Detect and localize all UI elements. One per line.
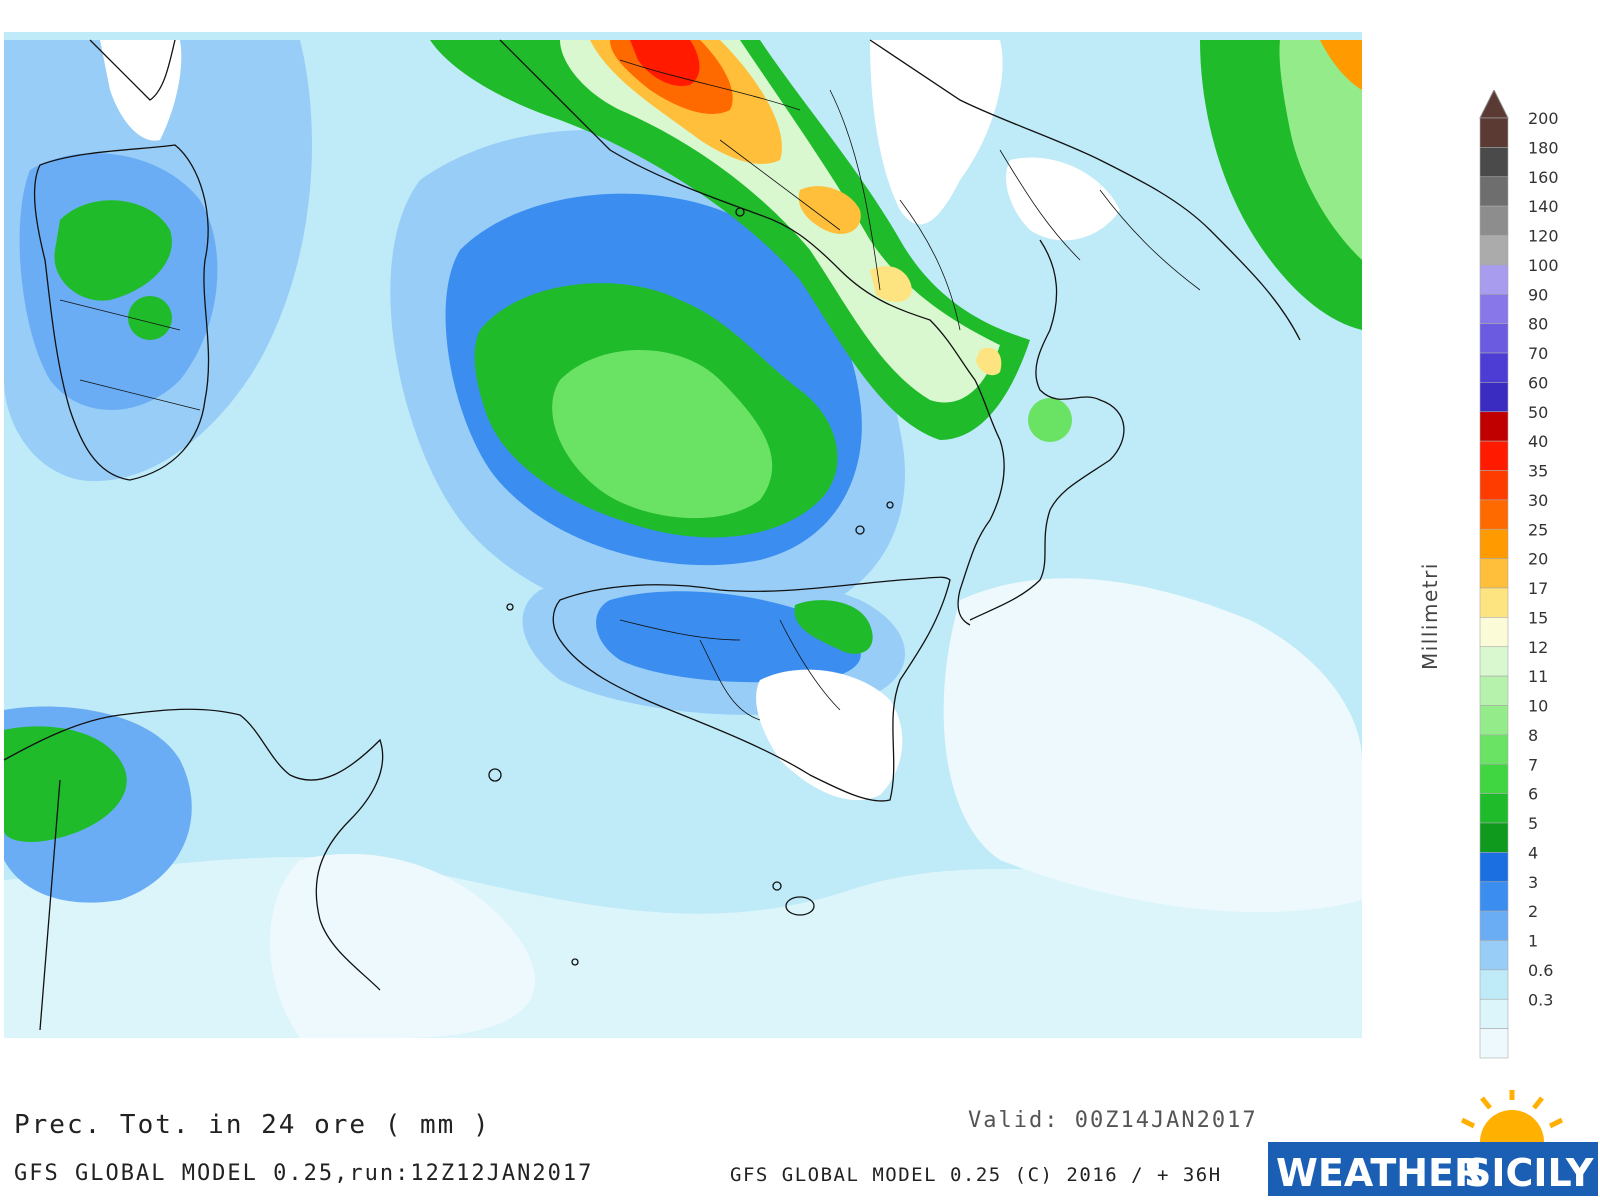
very-light-precip-area: [270, 853, 535, 1038]
legend-tick-label: 30: [1528, 491, 1548, 510]
rain-area-6mm: [794, 600, 873, 654]
legend-swatch: [1479, 470, 1509, 501]
legend-tick-label: 70: [1528, 344, 1548, 363]
rain-area-12mm: [560, 40, 1000, 403]
legend-tick-label: 25: [1528, 520, 1548, 539]
valid-time-label: Valid: 00Z14JAN2017: [968, 1108, 1258, 1133]
legend-tick-label: 0.6: [1528, 961, 1553, 980]
legend-swatch: [1479, 352, 1509, 383]
logo-word-sicily: SICILY: [1464, 1151, 1594, 1195]
legend-tick-label: 3: [1528, 873, 1538, 892]
rain-area-40mm: [630, 40, 700, 86]
legend-tick-label: 5: [1528, 814, 1538, 833]
legend-tick-label: 140: [1528, 197, 1559, 216]
legend-swatch: [1479, 293, 1509, 324]
rain-area-17mm: [870, 266, 912, 302]
legend-tick-label: 4: [1528, 843, 1538, 862]
legend-swatch: [1479, 617, 1509, 648]
rain-area-10mm: [1279, 40, 1362, 260]
legend-tick-label: 1: [1528, 932, 1538, 951]
legend-swatch: [1479, 910, 1509, 941]
rain-area-20mm: [1320, 40, 1362, 90]
legend-tick-label: 90: [1528, 285, 1548, 304]
legend-swatch: [1479, 382, 1509, 413]
legend-swatch: [1479, 881, 1509, 912]
legend-swatch: [1479, 793, 1509, 824]
legend-swatch: [1479, 852, 1509, 883]
rain-area-4mm: [596, 591, 861, 683]
legend-tick-label: 50: [1528, 403, 1548, 422]
legend-tick-label: 2: [1528, 902, 1538, 921]
legend-tick-label: 8: [1528, 726, 1538, 745]
legend-swatch: [1479, 675, 1509, 706]
legend-tick-label: 17: [1528, 579, 1548, 598]
legend-tick-label: 60: [1528, 373, 1548, 392]
legend-swatch: [1479, 411, 1509, 442]
legend-swatch: [1479, 147, 1509, 178]
legend-tick-label: 80: [1528, 315, 1548, 334]
model-run-label: GFS GLOBAL MODEL 0.25,run:12Z12JAN2017: [14, 1161, 594, 1186]
legend-swatch: [1479, 117, 1509, 148]
legend-tick-label: 10: [1528, 697, 1548, 716]
rain-area-8mm: [1028, 398, 1072, 442]
legend-swatch: [1479, 176, 1509, 207]
legend-tick-label: 0.3: [1528, 990, 1553, 1009]
rain-area-6mm: [128, 296, 172, 340]
legend-tick-label: 11: [1528, 667, 1548, 686]
legend-swatch: [1479, 646, 1509, 677]
legend-swatch: [1479, 734, 1509, 765]
rain-area-8mm: [552, 350, 773, 519]
legend-swatch: [1479, 705, 1509, 736]
legend-swatch: [1479, 323, 1509, 354]
rain-area-6mm: [54, 200, 172, 301]
legend-swatch: [1479, 822, 1509, 853]
rain-area-17mm: [976, 347, 1002, 376]
legend-arrow: [1479, 90, 1509, 119]
legend-unit-label: Millimetri: [1418, 562, 1442, 670]
legend-swatch: [1479, 558, 1509, 589]
legend-tick-label: 120: [1528, 227, 1559, 246]
legend-swatch: [1479, 235, 1509, 266]
credit-label: GFS GLOBAL MODEL 0.25 (C) 2016 / + 36H: [730, 1164, 1222, 1186]
legend-colorbar: 2001801601401201009080706050403530252017…: [1479, 90, 1559, 1059]
dry-land-area: [870, 40, 1003, 225]
legend-swatch: [1479, 205, 1509, 236]
logo-word-weather: WEATHER: [1276, 1151, 1483, 1195]
legend-tick-label: 6: [1528, 785, 1538, 804]
legend-tick-label: 100: [1528, 256, 1559, 275]
very-light-precip-area: [943, 578, 1362, 913]
legend-swatch: [1479, 264, 1509, 295]
regional-boundaries: [59, 59, 1201, 721]
legend-swatch: [1479, 763, 1509, 794]
legend-tick-label: 15: [1528, 608, 1548, 627]
legend-swatch: [1479, 1028, 1509, 1059]
map-title: Prec. Tot. in 24 ore ( mm ): [14, 1110, 491, 1140]
legend-tick-label: 12: [1528, 638, 1548, 657]
legend-tick-label: 160: [1528, 168, 1559, 187]
legend-tick-label: 35: [1528, 462, 1548, 481]
legend-swatch: [1479, 940, 1509, 971]
legend-swatch: [1479, 587, 1509, 618]
precipitation-map: [3, 32, 1362, 1038]
legend-tick-label: 200: [1528, 109, 1559, 128]
rain-area-20mm: [798, 186, 861, 234]
legend-tick-label: 180: [1528, 138, 1559, 157]
dry-land-area: [756, 669, 903, 801]
sun-icon: [1460, 1090, 1564, 1142]
legend-tick-label: 20: [1528, 550, 1548, 569]
legend-swatch: [1479, 528, 1509, 559]
legend-tick-label: 7: [1528, 755, 1538, 774]
rain-area-6mm: [4, 726, 127, 842]
dry-land-area: [1006, 157, 1120, 241]
legend-swatch: [1479, 499, 1509, 530]
legend-swatch: [1479, 440, 1509, 471]
weather-sicily-logo: WEATHER SICILY: [1268, 1090, 1598, 1196]
legend-swatch: [1479, 969, 1509, 1000]
legend-tick-label: 40: [1528, 432, 1548, 451]
coastlines: [3, 39, 1301, 1031]
legend-swatch: [1479, 998, 1509, 1029]
